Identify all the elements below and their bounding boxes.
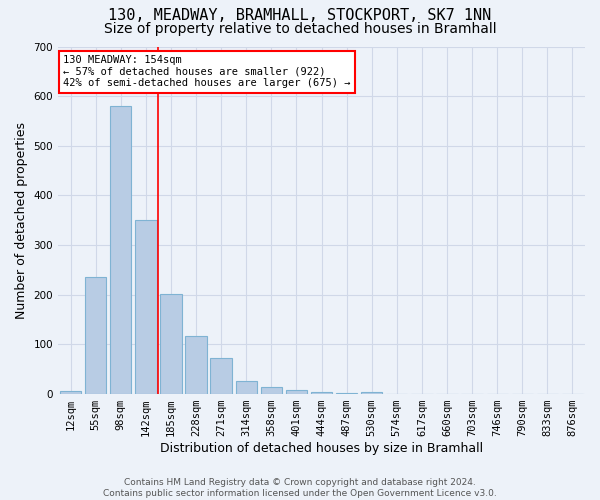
Text: 130, MEADWAY, BRAMHALL, STOCKPORT, SK7 1NN: 130, MEADWAY, BRAMHALL, STOCKPORT, SK7 1… xyxy=(109,8,491,22)
Bar xyxy=(211,358,232,394)
Bar xyxy=(286,390,307,394)
Y-axis label: Number of detached properties: Number of detached properties xyxy=(15,122,28,319)
Bar xyxy=(236,380,257,394)
Bar xyxy=(311,392,332,394)
Bar xyxy=(135,220,157,394)
Text: Contains HM Land Registry data © Crown copyright and database right 2024.
Contai: Contains HM Land Registry data © Crown c… xyxy=(103,478,497,498)
Bar xyxy=(160,294,182,394)
Bar xyxy=(361,392,382,394)
Bar xyxy=(185,336,207,394)
Bar xyxy=(60,390,81,394)
Text: 130 MEADWAY: 154sqm
← 57% of detached houses are smaller (922)
42% of semi-detac: 130 MEADWAY: 154sqm ← 57% of detached ho… xyxy=(64,55,351,88)
Bar xyxy=(260,386,282,394)
Bar xyxy=(110,106,131,394)
Text: Size of property relative to detached houses in Bramhall: Size of property relative to detached ho… xyxy=(104,22,496,36)
Bar xyxy=(336,393,357,394)
X-axis label: Distribution of detached houses by size in Bramhall: Distribution of detached houses by size … xyxy=(160,442,483,455)
Bar xyxy=(85,278,106,394)
